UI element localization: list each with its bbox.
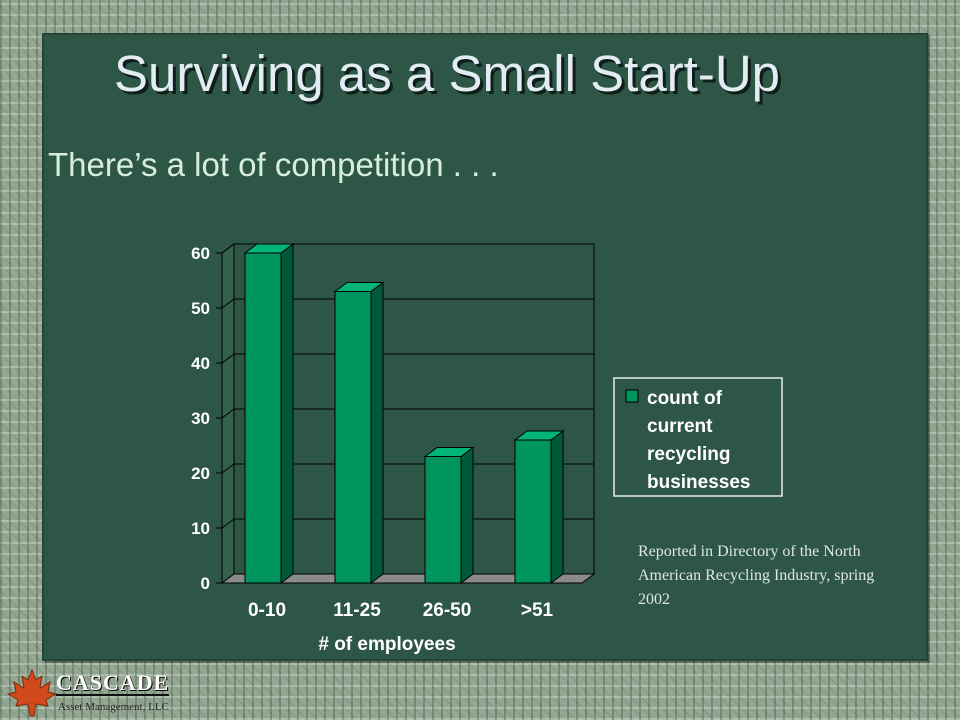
logo-tagline: Asset Management, LLC [58,701,169,713]
gridline [221,518,594,529]
gridline [221,353,594,364]
y-tick-label: 0 [201,574,210,593]
y-tick-label: 10 [191,519,210,538]
slide-title: Surviving as a Small Start-Up [113,45,781,102]
x-tick-label: 0-10 [248,600,286,621]
bar-side [460,446,474,584]
gridline [221,463,594,474]
bar [424,456,462,584]
gridline [221,408,594,419]
maple-leaf-icon [6,668,58,717]
gridline [221,243,594,254]
x-tick-label: >51 [521,600,554,621]
x-tick-label: 11-25 [333,600,381,621]
logo-wordmark: CASCADE [56,670,170,696]
bar [334,291,372,584]
slide-subtitle: There’s a lot of competition . . . [48,146,499,183]
y-tick-label: 40 [191,354,210,373]
bar [514,439,552,584]
x-tick-label: 26-50 [423,600,472,621]
y-tick-label: 20 [191,464,210,483]
plot-floor [220,573,596,584]
bar-side [550,430,564,584]
y-tick-label: 30 [191,409,210,428]
legend-label: count of [647,388,723,409]
gridline [221,298,594,309]
bar [244,252,282,584]
bar-side [370,281,384,584]
x-axis-label: # of employees [318,634,455,655]
y-tick-label: 50 [191,299,210,318]
legend-label: businesses [647,472,751,493]
y-tick-label: 60 [191,244,210,263]
legend-box [613,377,783,497]
bar-side [280,243,294,584]
legend-label: recycling [647,444,730,465]
source-note: Reported in Directory of the North Ameri… [638,543,875,608]
legend-swatch [625,389,639,403]
legend-label: current [647,416,713,437]
